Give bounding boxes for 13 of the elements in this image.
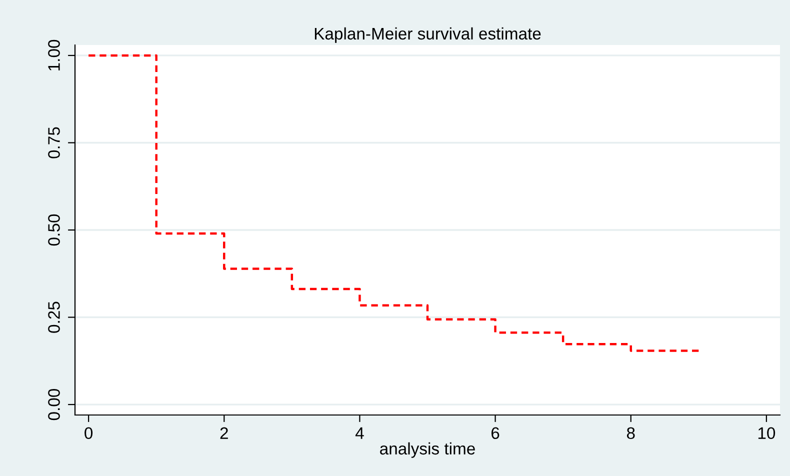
y-tick-label: 0.00 (48, 388, 60, 420)
y-tick-label: 0.25 (48, 302, 60, 333)
x-tick-label: 4 (355, 427, 364, 439)
x-tick-label: 8 (626, 427, 635, 440)
x-tick-label: 2 (220, 427, 228, 439)
x-tick-label: 10 (758, 427, 776, 440)
y-tick-label: 1.00 (48, 40, 60, 70)
y-tick-label: 0.50 (48, 214, 60, 246)
x-tick-label: 0 (84, 427, 93, 440)
y-tick-label: 0.75 (48, 127, 60, 158)
chart-title: Kaplan-Meier survival estimate (314, 27, 541, 43)
x-axis-title: analysis time (380, 442, 475, 458)
x-tick-label: 6 (492, 427, 500, 440)
